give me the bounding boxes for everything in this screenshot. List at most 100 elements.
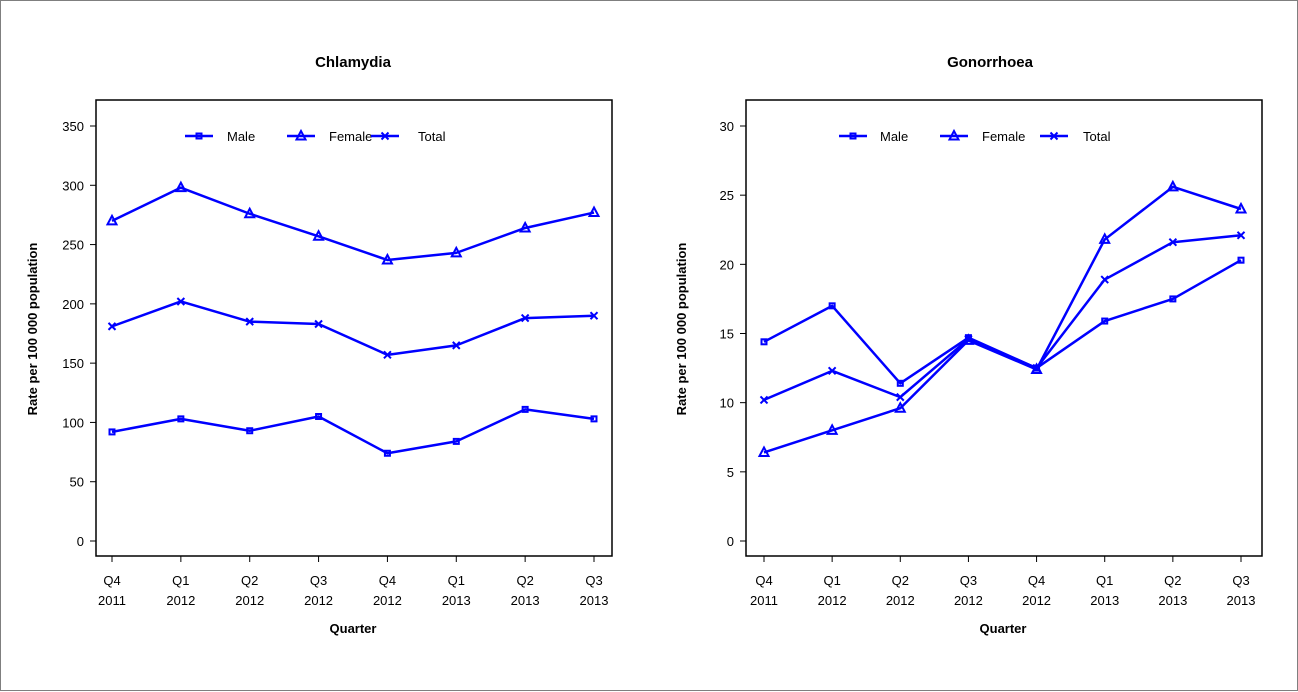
- x-tick-label-year: 2013: [1090, 593, 1119, 608]
- x-tick-label-quarter: Q2: [1164, 573, 1181, 588]
- y-tick-label: 15: [720, 327, 734, 342]
- series-line-female: [763, 185, 1242, 454]
- x-tick-label-year: 2012: [886, 593, 915, 608]
- y-tick-label: 30: [720, 119, 734, 134]
- data-point-female: [1030, 362, 1043, 374]
- data-point-total: [452, 341, 461, 350]
- series-line-total: [111, 300, 595, 357]
- x-tick-label-year: 2012: [954, 593, 983, 608]
- data-point-male: [177, 415, 185, 423]
- data-point-female: [757, 445, 771, 457]
- data-point-total: [107, 322, 117, 331]
- data-point-male: [590, 415, 598, 423]
- plot-area: [95, 99, 613, 557]
- x-tick-label-quarter: Q1: [1096, 573, 1113, 588]
- legend-label: Total: [1083, 129, 1111, 144]
- data-point-male: [1237, 256, 1245, 264]
- chart-title: Gonorrhoea: [947, 54, 1033, 71]
- y-tick-label: 5: [727, 465, 734, 480]
- legend-marker: [947, 128, 961, 141]
- series-line-male: [111, 408, 595, 455]
- x-tick-label-year: 2013: [1227, 593, 1256, 608]
- y-tick-label: 20: [720, 257, 734, 272]
- data-point-female: [1166, 179, 1180, 192]
- series-female: [757, 179, 1248, 457]
- data-point-female: [1098, 232, 1111, 244]
- gonorrhoea-chart: Gonorrhoea Quarter Rate per 100 000 popu…: [674, 54, 1263, 636]
- y-tick-label: 350: [62, 119, 84, 134]
- x-tick-label-year: 2013: [1158, 593, 1187, 608]
- data-point-total: [589, 311, 599, 320]
- data-point-total: [896, 392, 905, 402]
- data-point-male: [315, 413, 323, 420]
- data-point-total: [176, 297, 186, 306]
- data-point-total: [383, 350, 392, 360]
- data-point-female: [894, 401, 907, 413]
- legend-marker: [849, 132, 857, 140]
- x-tick-label-year: 2011: [98, 593, 126, 608]
- data-point-male: [1101, 317, 1109, 325]
- y-tick-label: 10: [720, 396, 734, 411]
- legend-marker: [294, 128, 308, 141]
- x-tick-label-year: 2012: [304, 593, 333, 608]
- data-point-female: [825, 423, 839, 435]
- legend: Male Female Total: [185, 128, 446, 144]
- series-female: [105, 180, 601, 265]
- legend-label: Total: [418, 129, 446, 144]
- x-tick-label-year: 2013: [442, 593, 471, 608]
- x-tick-label-quarter: Q4: [379, 573, 396, 588]
- data-point-female: [587, 205, 601, 218]
- x-tick-label-quarter: Q3: [585, 573, 602, 588]
- x-tick-label-year: 2013: [580, 593, 609, 608]
- data-point-male: [452, 437, 460, 445]
- data-point-female: [450, 245, 463, 258]
- y-axis-label: Rate per 100 000 population: [674, 243, 689, 416]
- plot-area: [745, 99, 1263, 557]
- y-tick-label: 0: [727, 534, 734, 549]
- y-tick-label: 200: [62, 297, 84, 312]
- y-tick-label: 50: [70, 475, 84, 490]
- data-point-total: [520, 313, 530, 323]
- y-tick-label: 100: [62, 415, 84, 430]
- data-point-total: [1236, 231, 1246, 240]
- chlamydia-chart: Chlamydia Quarter Rate per 100 000 popul…: [25, 54, 613, 636]
- data-point-male: [760, 338, 768, 346]
- x-tick-label-quarter: Q3: [1232, 573, 1249, 588]
- x-tick-label-year: 2011: [750, 593, 778, 608]
- data-point-female: [243, 206, 256, 219]
- x-tick-label-quarter: Q4: [1028, 573, 1045, 588]
- legend-label: Male: [880, 129, 908, 144]
- x-tick-label-year: 2012: [373, 593, 402, 608]
- x-tick-label-quarter: Q3: [310, 573, 327, 588]
- data-point-total: [314, 319, 323, 329]
- legend-marker: [195, 132, 203, 140]
- data-point-female: [518, 220, 532, 233]
- y-tick-label: 25: [720, 188, 734, 203]
- x-tick-label-year: 2012: [235, 593, 264, 608]
- legend-label: Female: [982, 129, 1025, 144]
- data-point-male: [246, 427, 254, 435]
- x-tick-label-year: 2012: [166, 593, 195, 608]
- data-point-male: [1169, 295, 1177, 303]
- x-tick-label-quarter: Q1: [172, 573, 189, 588]
- x-tick-label-quarter: Q4: [103, 573, 120, 588]
- x-tick-label-quarter: Q2: [516, 573, 533, 588]
- data-point-total: [964, 334, 973, 344]
- series-line-female: [111, 186, 595, 262]
- y-tick-label: 150: [62, 356, 84, 371]
- data-point-total: [1168, 237, 1178, 247]
- data-point-male: [108, 428, 116, 436]
- chart-title: Chlamydia: [315, 54, 392, 71]
- x-tick-label-year: 2013: [511, 593, 540, 608]
- y-tick-label: 250: [62, 238, 84, 253]
- x-tick-label-year: 2012: [818, 593, 847, 608]
- y-axis-label: Rate per 100 000 population: [25, 243, 40, 416]
- legend-label: Male: [227, 129, 255, 144]
- series-total: [107, 297, 599, 360]
- data-point-female: [1234, 201, 1248, 214]
- data-point-female: [174, 180, 188, 193]
- y-tick-label: 300: [62, 178, 84, 193]
- data-point-male: [383, 449, 391, 457]
- legend-marker: [380, 131, 390, 141]
